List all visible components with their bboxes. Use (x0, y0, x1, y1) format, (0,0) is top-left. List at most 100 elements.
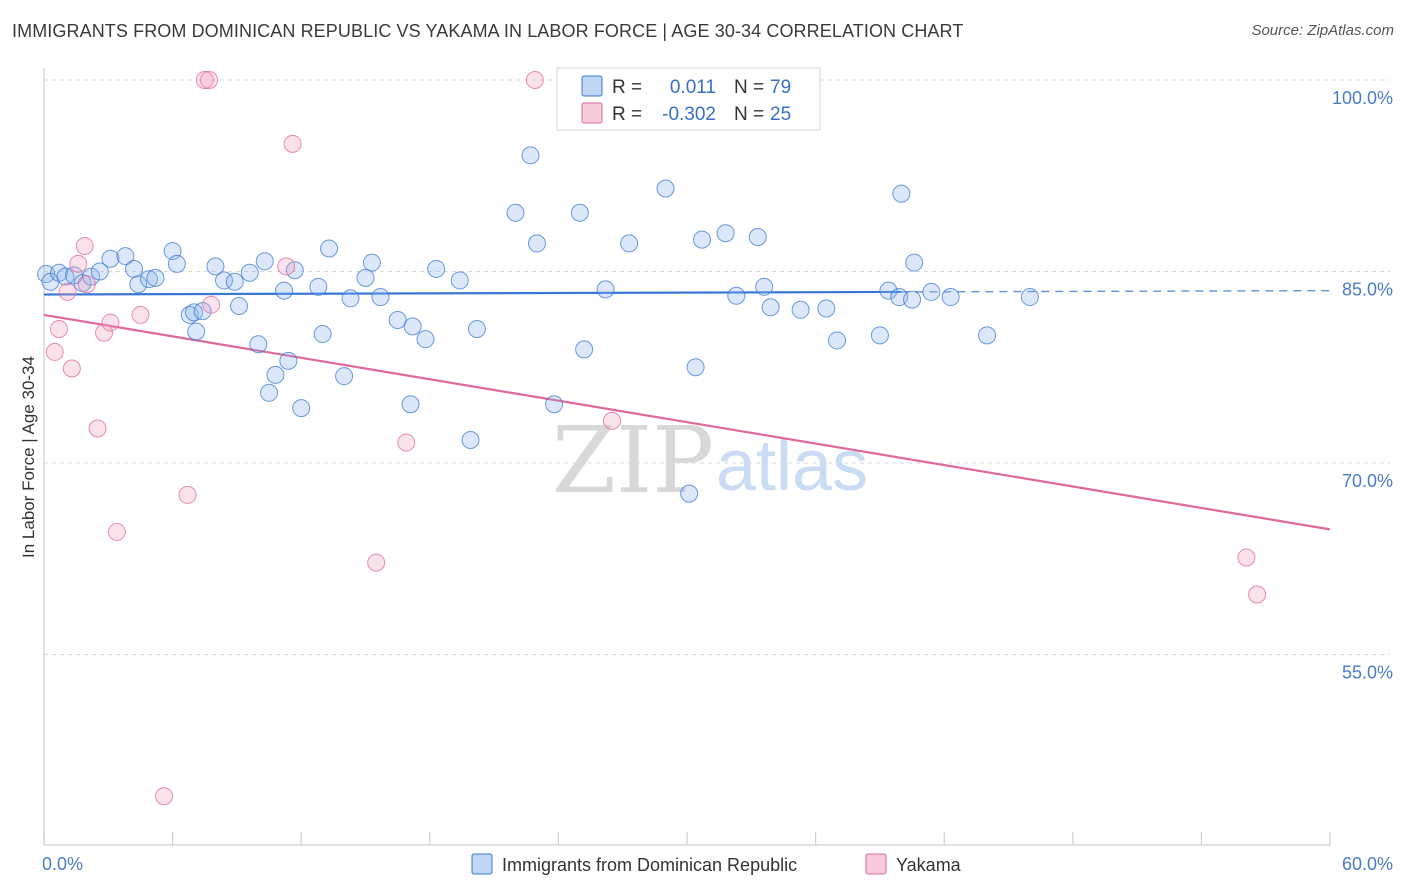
legend-r-label-1: R = (612, 77, 642, 98)
point-blue-54 (575, 340, 594, 359)
point-pink-18 (283, 134, 302, 153)
y-tick-label-100: 100.0% (1332, 88, 1393, 108)
x-tick-label-0: 0.0% (42, 854, 83, 874)
point-blue-62 (727, 286, 746, 305)
point-blue-41 (388, 311, 407, 330)
point-pink-24 (1248, 585, 1267, 604)
point-pink-15 (200, 71, 219, 89)
trend-layer (43, 289, 1331, 531)
point-blue-50 (521, 146, 540, 165)
point-blue-9 (116, 247, 135, 266)
point-pink-4 (69, 254, 88, 273)
point-pink-1 (50, 319, 69, 338)
point-blue-44 (416, 330, 435, 349)
point-blue-28 (266, 365, 285, 384)
point-blue-60 (693, 230, 712, 249)
point-blue-23 (230, 296, 249, 315)
point-pink-16 (202, 295, 221, 314)
point-blue-48 (467, 319, 486, 338)
point-pink-7 (88, 419, 107, 438)
legend-n-value-1: 79 (770, 77, 791, 98)
point-pink-10 (107, 522, 126, 541)
legend-r-value-1: 0.011 (670, 77, 716, 98)
point-pink-0 (45, 342, 64, 361)
point-pink-22 (602, 411, 621, 430)
point-blue-20 (206, 257, 225, 276)
point-blue-15 (167, 254, 186, 273)
point-blue-35 (320, 239, 339, 258)
point-blue-33 (309, 277, 328, 296)
chart-title: IMMIGRANTS FROM DOMINICAN REPUBLIC VS YA… (12, 21, 964, 41)
point-blue-77 (817, 299, 836, 318)
point-pink-20 (397, 433, 416, 452)
point-blue-66 (791, 300, 810, 319)
grid-layer (44, 79, 1390, 655)
tick-labels: 100.0% 85.0% 70.0% 55.0% 0.0% 60.0% (42, 88, 1393, 874)
chart-source: Source: ZipAtlas.com (1251, 22, 1394, 39)
point-blue-47 (461, 431, 480, 450)
point-blue-75 (978, 326, 997, 345)
point-blue-13 (146, 268, 165, 287)
trend-line-extension-blue (901, 289, 1331, 293)
point-blue-37 (341, 289, 360, 308)
legend-swatch-blue (581, 75, 603, 97)
point-blue-51 (527, 234, 546, 253)
point-blue-49 (506, 203, 525, 222)
point-pink-3 (62, 359, 81, 378)
point-pink-9 (101, 313, 120, 332)
stats-legend: R = 0.011 N = 79 R = -0.302 N = 25 (556, 67, 821, 131)
point-blue-7 (90, 262, 109, 281)
series-legend-swatch-blue (471, 853, 493, 875)
point-blue-72 (905, 253, 924, 272)
point-blue-56 (620, 234, 639, 253)
series-legend-label-blue: Immigrants from Dominican Republic (502, 855, 797, 875)
point-blue-29 (275, 281, 294, 300)
point-blue-64 (755, 277, 774, 296)
point-blue-70 (892, 184, 911, 203)
point-pink-14 (195, 71, 214, 89)
point-pink-23 (1237, 548, 1256, 567)
point-blue-24 (240, 263, 259, 282)
point-blue-42 (401, 395, 420, 414)
trend-line-pink (43, 313, 1331, 531)
point-blue-65 (761, 298, 780, 317)
point-pink-17 (277, 257, 296, 276)
point-pink-6 (77, 275, 96, 294)
legend-n-label-2: N = (734, 104, 764, 125)
point-blue-30 (279, 351, 298, 370)
point-blue-22 (225, 272, 244, 291)
point-blue-58 (680, 484, 699, 503)
point-pink-2 (58, 282, 77, 301)
point-blue-38 (356, 268, 375, 287)
point-blue-10 (125, 259, 144, 278)
point-blue-59 (686, 358, 705, 377)
point-blue-76 (1020, 288, 1039, 307)
point-blue-40 (371, 288, 390, 307)
y-axis-label: In Labor Force | Age 30-34 (19, 356, 38, 558)
point-pink-19 (367, 553, 386, 572)
point-pink-13 (178, 485, 197, 504)
axes-layer (43, 68, 1331, 846)
y-tick-label-55: 55.0% (1342, 663, 1393, 683)
legend-r-value-2: -0.302 (662, 104, 716, 125)
y-tick-label-70: 70.0% (1342, 471, 1393, 491)
point-blue-27 (260, 383, 279, 402)
legend-n-value-2: 25 (770, 104, 791, 125)
point-blue-17 (187, 322, 206, 341)
x-tick-label-60: 60.0% (1342, 854, 1393, 874)
point-blue-11 (129, 275, 148, 294)
series-legend-label-pink: Yakama (896, 855, 962, 875)
point-pink-21 (525, 71, 544, 89)
y-tick-label-85: 85.0% (1342, 280, 1393, 300)
point-blue-43 (403, 317, 422, 336)
point-pink-12 (155, 787, 174, 806)
point-blue-25 (249, 335, 268, 354)
point-blue-45 (427, 259, 446, 278)
point-blue-63 (748, 228, 767, 247)
point-blue-31 (285, 261, 304, 280)
point-blue-71 (903, 290, 922, 309)
point-blue-39 (362, 253, 381, 272)
point-blue-67 (870, 326, 889, 345)
watermark-zip: ZIP (552, 407, 714, 514)
